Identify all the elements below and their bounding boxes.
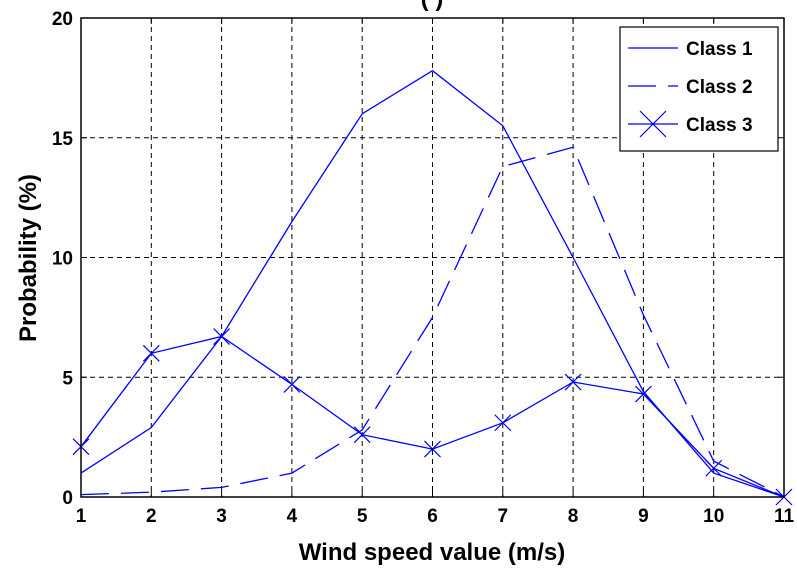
series-3-point-1 [142,344,160,362]
series-3-point-7 [564,373,582,391]
series-3-point-6 [494,414,512,432]
x-tick-label-2: 3 [216,506,227,527]
legend-label-2: Class 2 [686,77,753,98]
x-tick-label-4: 5 [357,506,368,527]
legend-label-1: Class 1 [686,39,753,60]
ticks [80,17,785,498]
x-tick-label-5: 6 [427,506,438,527]
x-tick-label-6: 7 [498,506,509,527]
x-tick-label-9: 10 [703,506,724,527]
x-tick-label-10: 11 [774,506,795,527]
series-layer [72,69,793,506]
legend-marker-3 [639,110,667,138]
series-line-2 [80,146,785,498]
x-tick-label-3: 4 [287,506,298,527]
series-3-point-3 [283,376,301,393]
legend: Class 1 Class 2 Class 3 [619,26,779,152]
y-tick-label-1: 5 [62,368,73,389]
x-tick-label-8: 9 [638,506,649,527]
y-tick-label-2: 10 [52,249,73,270]
x-tick-label-0: 1 [76,506,87,527]
series-3-point-5 [424,440,441,458]
y-tick-labels: 0 5 10 15 20 [52,9,74,509]
y-tick-label-0: 0 [62,488,73,509]
y-axis-label: Probability (%) [15,174,42,342]
series-3-point-4 [353,426,371,444]
x-axis-label: Wind speed value (m/s) [299,539,566,566]
x-tick-labels: 1 2 3 4 5 6 7 8 9 10 11 [76,506,795,527]
chart-title: ( ) [421,0,444,12]
y-tick-label-4: 20 [52,9,73,30]
series-3-point-8 [634,385,652,403]
y-tick-label-3: 15 [52,129,74,150]
series-3-point-9 [705,459,723,477]
series-3-point-2 [213,328,231,345]
legend-label-3: Class 3 [686,115,753,136]
x-tick-label-7: 8 [568,506,579,527]
x-tick-label-1: 2 [146,506,157,527]
